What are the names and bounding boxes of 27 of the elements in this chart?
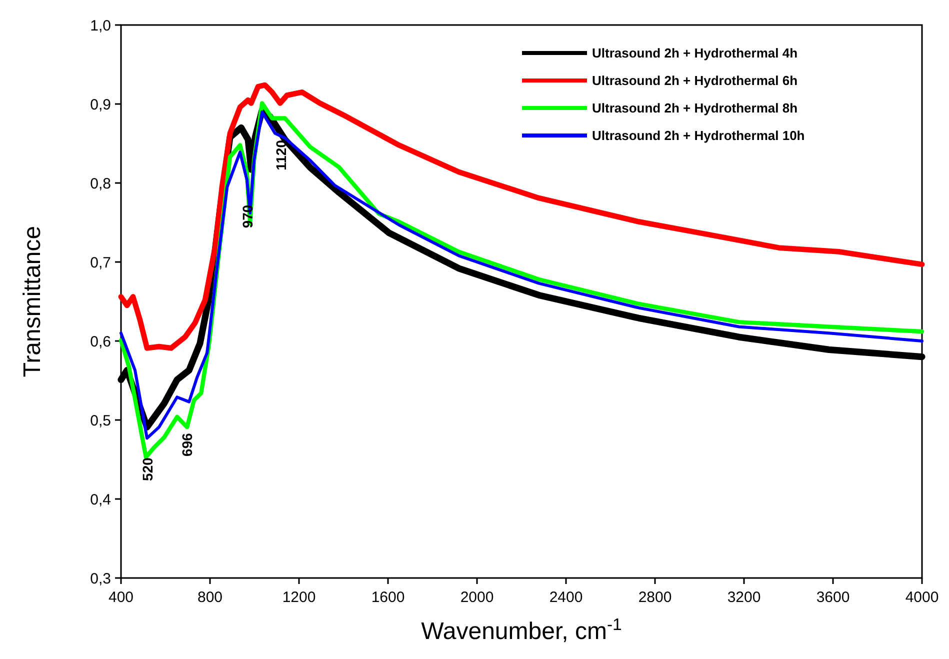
y-axis-title: Transmittance: [19, 226, 46, 378]
x-tick-label: 1600: [371, 589, 405, 606]
legend-label: Ultrasound 2h + Hydrothermal 8h: [592, 100, 798, 116]
y-tick-label: 0,6: [90, 333, 111, 350]
y-tick-label: 1,0: [90, 17, 111, 34]
y-tick-label: 0,8: [90, 175, 111, 192]
annotation: 696: [178, 432, 195, 456]
x-tick-label: 4000: [905, 589, 939, 606]
x-tick-label: 2800: [638, 589, 672, 606]
x-tick-label: 3600: [816, 589, 850, 606]
y-tick-label: 0,4: [90, 491, 111, 508]
x-tick-label: 1200: [282, 589, 316, 606]
annotation: 970: [240, 204, 256, 228]
x-tick-label: 800: [197, 589, 223, 606]
y-tick-label: 0,3: [90, 570, 111, 588]
x-tick-label: 3200: [727, 589, 761, 606]
legend-label: Ultrasound 2h + Hydrothermal 4h: [592, 46, 798, 61]
y-tick-label: 0,7: [90, 254, 111, 272]
y-tick-label: 0,5: [90, 412, 111, 430]
x-tick-label: 400: [108, 589, 134, 606]
y-tick-label: 0,9: [90, 96, 111, 114]
legend-label: Ultrasound 2h + Hydrothermal 6h: [592, 73, 798, 88]
annotation: 520: [140, 457, 156, 481]
x-axis-title: Wavenumber, cm$^{-1}$: [421, 614, 622, 645]
legend-label: Ultrasound 2h + Hydrothermal 10h: [592, 128, 805, 144]
x-tick-label: 2000: [460, 589, 494, 606]
x-tick-label: 2400: [549, 589, 583, 606]
